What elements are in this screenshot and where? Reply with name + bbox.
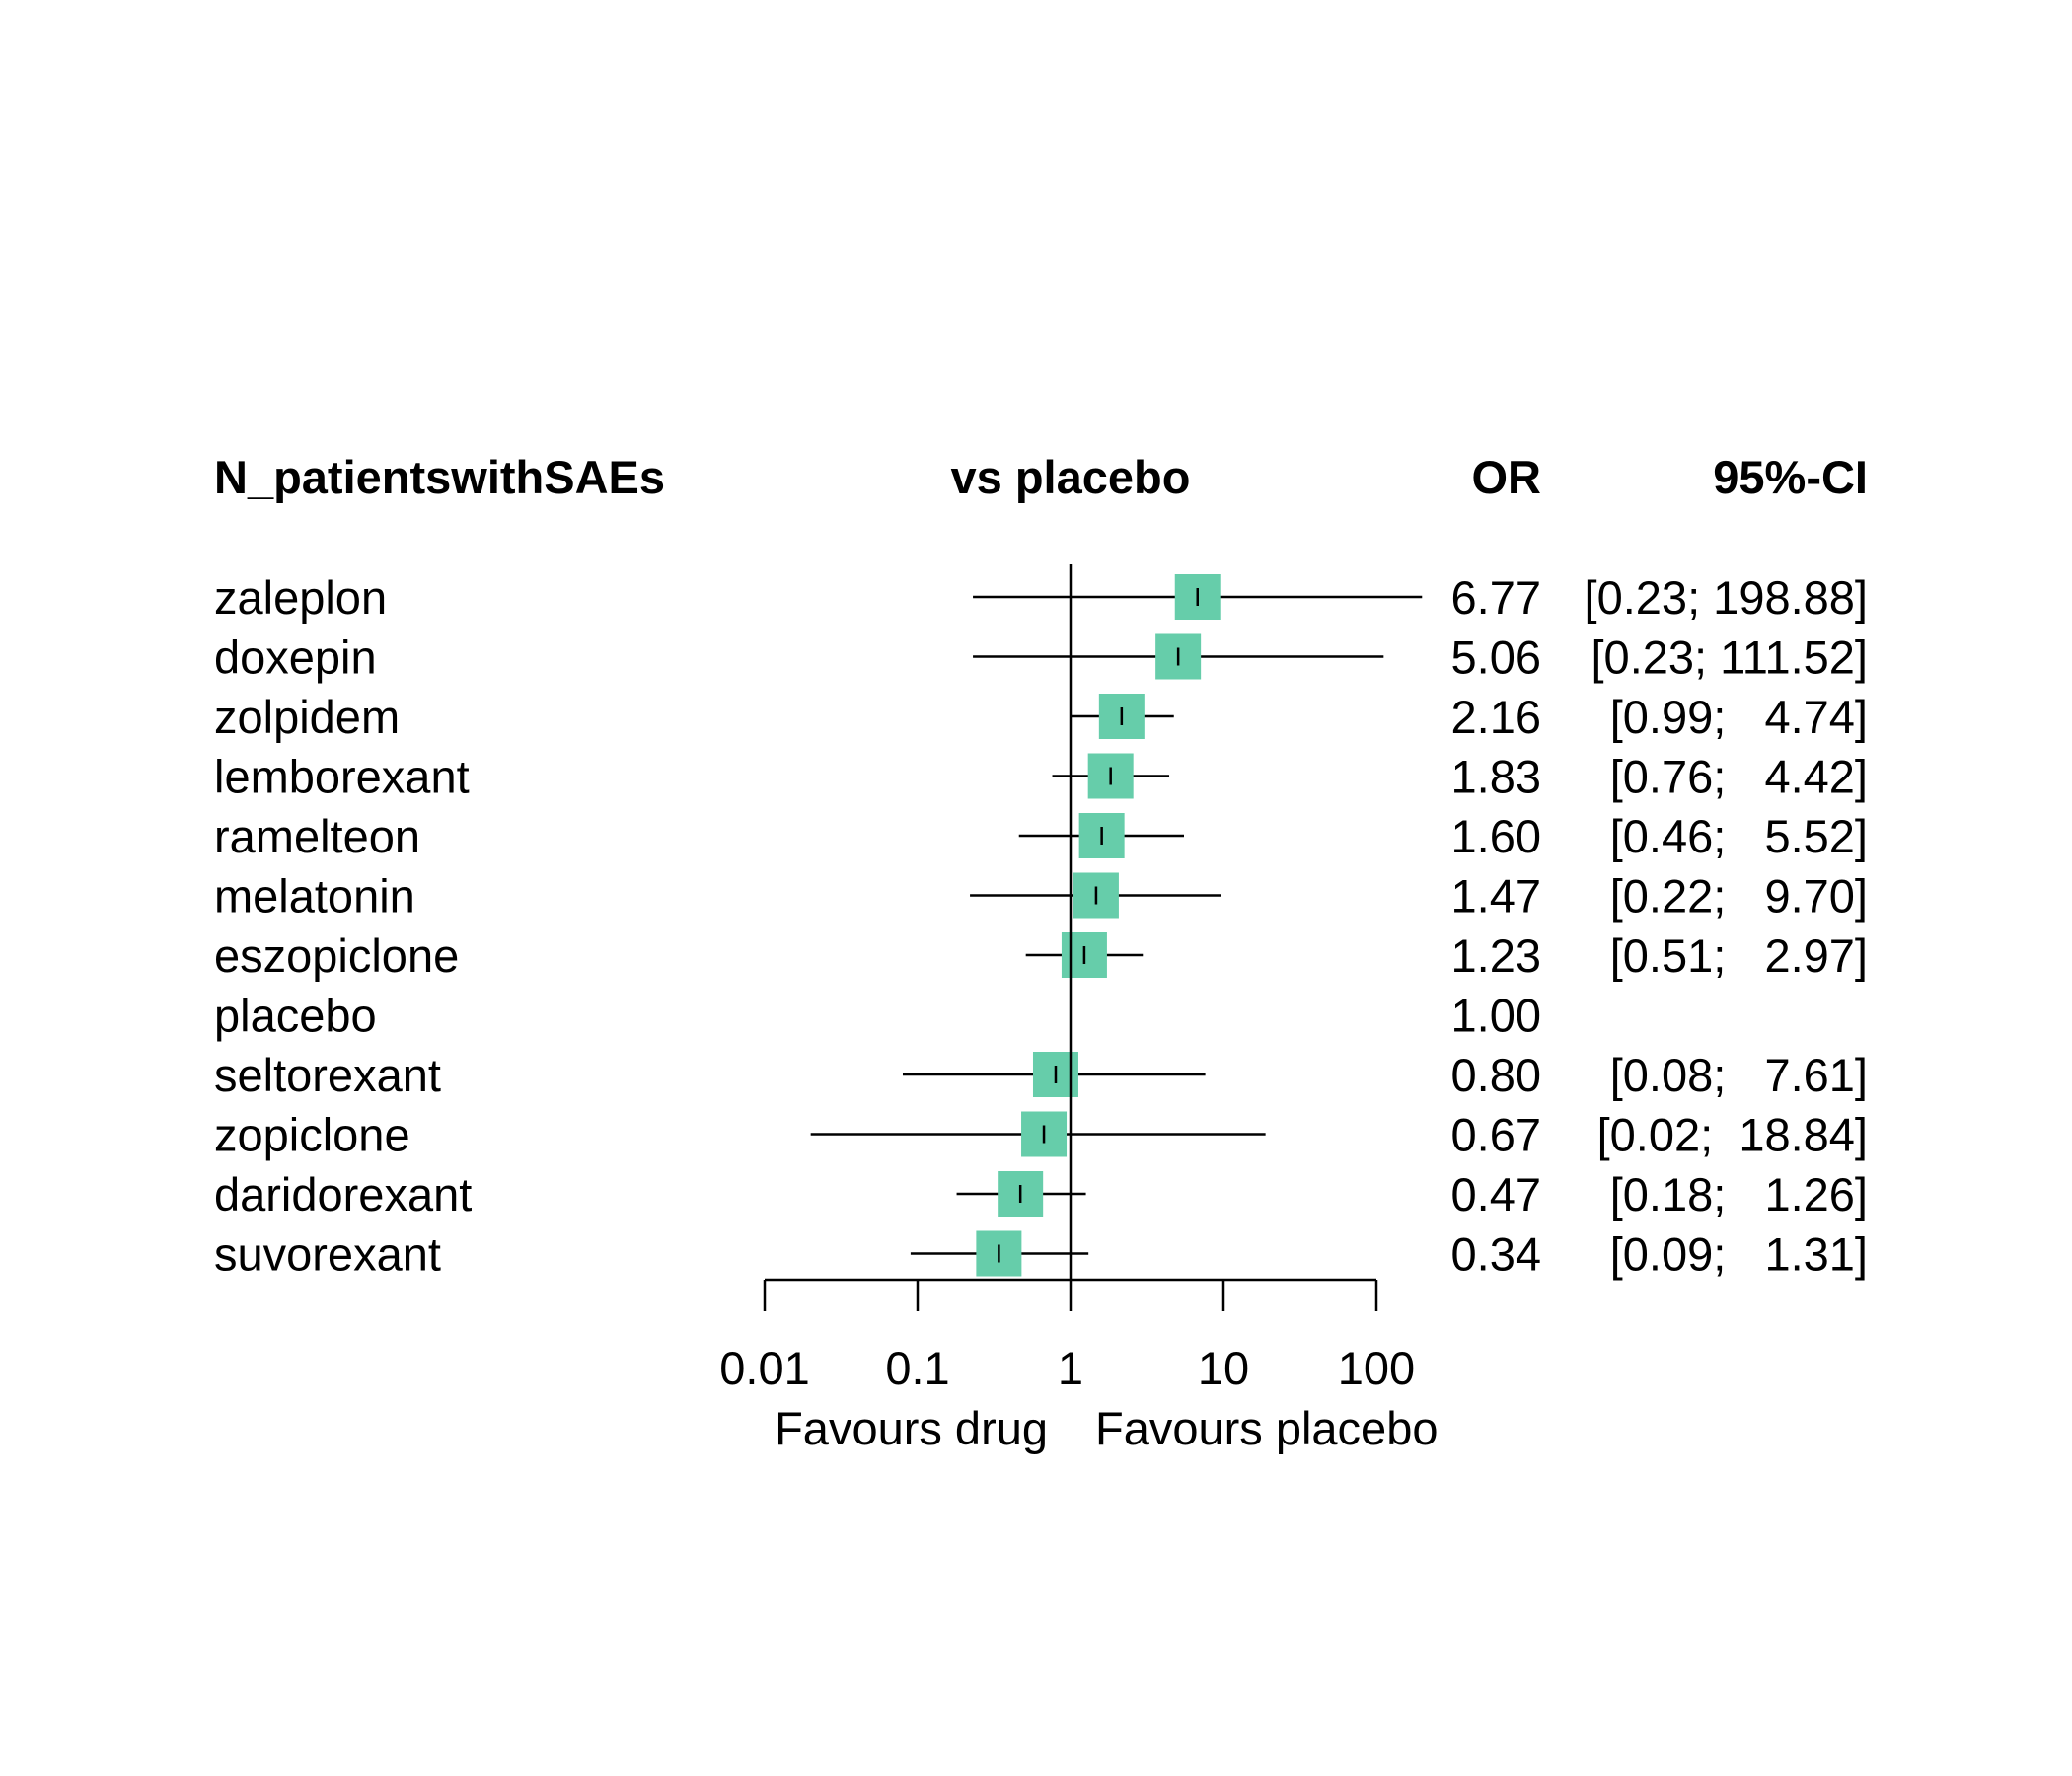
or-value: 0.47 — [1451, 1168, 1541, 1221]
ci-value: [0.02; 18.84] — [1597, 1109, 1868, 1161]
ci-value: [0.76; 4.42] — [1610, 751, 1868, 803]
treatment-label: zopiclone — [214, 1109, 410, 1161]
or-value: 5.06 — [1451, 631, 1541, 684]
ci-value: [0.09; 1.31] — [1610, 1228, 1868, 1281]
header-row: N_patientswithSAEs vs placebo OR 95%-CI — [214, 451, 1868, 503]
treatment-label: daridorexant — [214, 1168, 472, 1221]
ci-value: [0.99; 4.74] — [1610, 691, 1868, 743]
ci-value: [0.18; 1.26] — [1610, 1168, 1868, 1221]
outcome-header: N_patientswithSAEs — [214, 451, 665, 503]
favours-right-label: Favours placebo — [1095, 1402, 1438, 1454]
treatment-label: lemborexant — [214, 751, 470, 803]
row-zolpidem: zolpidem 2.16 [0.99; 4.74] — [214, 691, 1868, 743]
ci-value: [0.51; 2.97] — [1610, 929, 1868, 982]
or-header: OR — [1472, 451, 1542, 503]
ci-value: [0.23; 198.88] — [1585, 571, 1868, 624]
treatment-label: eszopiclone — [214, 929, 459, 982]
row-zopiclone: zopiclone 0.67 [0.02; 18.84] — [214, 1109, 1868, 1161]
row-zaleplon: zaleplon 6.77 [0.23; 198.88] — [214, 571, 1868, 624]
or-value: 1.23 — [1451, 929, 1541, 982]
x-tick-label: 0.01 — [719, 1342, 809, 1394]
treatment-label: zolpidem — [214, 691, 400, 743]
row-daridorexant: daridorexant 0.47 [0.18; 1.26] — [214, 1168, 1868, 1221]
or-value: 0.34 — [1451, 1228, 1541, 1281]
treatment-label: melatonin — [214, 870, 415, 923]
or-value: 1.00 — [1451, 990, 1541, 1042]
treatment-label: placebo — [214, 990, 377, 1042]
row-suvorexant: suvorexant 0.34 [0.09; 1.31] — [214, 1228, 1868, 1281]
or-value: 0.67 — [1451, 1109, 1541, 1161]
row-seltorexant: seltorexant 0.80 [0.08; 7.61] — [214, 1049, 1868, 1101]
study-rows: zaleplon 6.77 [0.23; 198.88] doxepin 5.06 [0.… — [214, 571, 1868, 1281]
treatment-label: suvorexant — [214, 1228, 441, 1281]
favours-left-label: Favours drug — [775, 1402, 1048, 1454]
or-value: 1.47 — [1451, 870, 1541, 923]
ci-value: [0.22; 9.70] — [1610, 870, 1868, 923]
row-doxepin: doxepin 5.06 [0.23; 111.52] — [214, 631, 1868, 684]
or-value: 6.77 — [1451, 571, 1541, 624]
x-tick-label: 1 — [1058, 1342, 1083, 1394]
row-eszopiclone: eszopiclone 1.23 [0.51; 2.97] — [214, 929, 1868, 982]
x-tick-label: 0.1 — [885, 1342, 949, 1394]
treatment-label: ramelteon — [214, 810, 420, 862]
x-axis: 0.01 0.1 1 10 100 — [719, 1278, 1415, 1394]
x-tick-label: 10 — [1198, 1342, 1249, 1394]
ci-header: 95%-CI — [1713, 451, 1868, 503]
treatment-label: zaleplon — [214, 571, 387, 624]
treatment-label: doxepin — [214, 631, 377, 684]
treatment-label: seltorexant — [214, 1049, 441, 1101]
x-tick-label: 100 — [1338, 1342, 1415, 1394]
ci-value: [0.23; 111.52] — [1591, 631, 1869, 684]
row-lemborexant: lemborexant 1.83 [0.76; 4.42] — [214, 751, 1868, 803]
comparison-header: vs placebo — [951, 451, 1191, 503]
or-value: 1.83 — [1451, 751, 1541, 803]
row-ramelteon: ramelteon 1.60 [0.46; 5.52] — [214, 810, 1868, 862]
or-value: 2.16 — [1451, 691, 1541, 743]
or-value: 0.80 — [1451, 1049, 1541, 1101]
row-melatonin: melatonin 1.47 [0.22; 9.70] — [214, 870, 1868, 923]
ci-value: [0.46; 5.52] — [1610, 810, 1868, 862]
or-value: 1.60 — [1451, 810, 1541, 862]
ci-value: [0.08; 7.61] — [1610, 1049, 1868, 1101]
row-placebo: placebo 1.00 — [214, 990, 1541, 1042]
